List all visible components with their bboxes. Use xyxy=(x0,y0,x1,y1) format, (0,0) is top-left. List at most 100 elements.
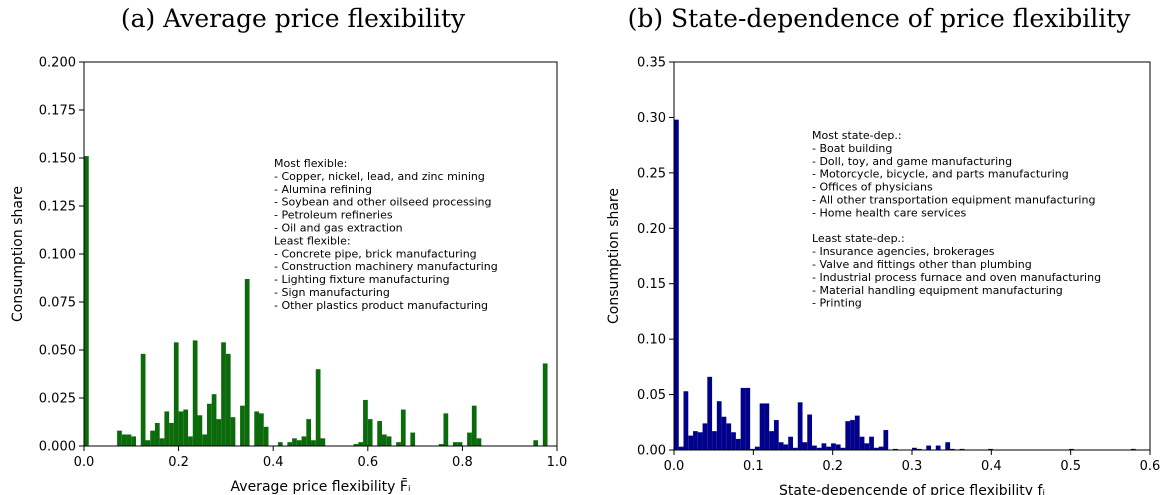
y-tick-label: 0.175 xyxy=(39,104,76,119)
y-tick-label: 0.20 xyxy=(637,222,666,237)
histogram-bar xyxy=(716,401,722,450)
histogram-bar xyxy=(754,446,760,450)
x-tick-label: 0.6 xyxy=(357,455,378,470)
histogram-bar xyxy=(793,447,798,450)
annotation-line: - All other transportation equipment man… xyxy=(812,194,1095,207)
histogram-bar xyxy=(845,421,851,450)
histogram-bar xyxy=(126,434,132,446)
histogram-bar xyxy=(311,440,316,446)
histogram-bar xyxy=(173,342,179,446)
histogram-bar xyxy=(697,432,703,450)
annotation-line: - Oil and gas extraction xyxy=(274,222,403,235)
annotation-line: - Sign manufacturing xyxy=(274,286,390,299)
histogram-bar xyxy=(764,403,770,450)
histogram-bar xyxy=(263,426,269,446)
histogram-bar xyxy=(121,434,127,446)
histogram-bar xyxy=(988,448,993,450)
histogram-bar xyxy=(169,422,174,446)
chart-title-b: (b) State-dependence of price flexibilit… xyxy=(627,4,1131,33)
x-tick-label: 0.2 xyxy=(822,459,843,474)
histogram-bar xyxy=(745,387,751,450)
histogram-bar xyxy=(202,434,207,446)
histogram-bar xyxy=(797,402,803,450)
histogram-bar xyxy=(883,430,889,450)
histogram-bar xyxy=(873,447,879,450)
annotation-block: Most flexible:- Copper, nickel, lead, an… xyxy=(274,157,498,312)
histogram-bar xyxy=(912,447,917,450)
histogram-bar xyxy=(840,447,846,450)
x-tick-label: 0.5 xyxy=(1060,459,1081,474)
histogram-bar xyxy=(363,399,368,446)
histogram-bar xyxy=(400,409,406,446)
annotation-line: - Boat building xyxy=(812,142,892,155)
histogram-bar xyxy=(688,435,694,450)
histogram-bar xyxy=(259,413,264,446)
x-axis-label: State-depencende of price flexibility fᵢ xyxy=(779,483,1045,495)
histogram-bar xyxy=(244,278,250,446)
histogram-bar xyxy=(1130,448,1136,450)
annotation-line: - Home health care services xyxy=(812,206,967,219)
histogram-bar xyxy=(950,448,955,450)
histogram-bar xyxy=(353,444,359,446)
histogram-bar xyxy=(381,434,387,446)
histogram-bar xyxy=(693,431,698,450)
x-axis-label: Average price flexibility F̄ᵢ xyxy=(231,477,411,495)
histogram-bar xyxy=(452,442,458,446)
x-tick-label: 0.1 xyxy=(743,459,764,474)
y-tick-label: 0.150 xyxy=(39,152,76,167)
histogram-bar xyxy=(1069,448,1074,450)
annotation-line: Most state-dep.: xyxy=(812,129,902,142)
histogram-bar xyxy=(735,438,741,450)
histogram-bar xyxy=(674,119,679,451)
y-tick-label: 0.15 xyxy=(637,277,666,292)
histogram-bar xyxy=(869,436,874,450)
bars-group xyxy=(84,156,548,446)
histogram-bar xyxy=(926,445,932,450)
histogram-bar xyxy=(835,444,841,450)
histogram-bar xyxy=(140,353,146,446)
histogram-bar xyxy=(197,415,203,446)
histogram-bar xyxy=(396,442,401,446)
annotation-line: Least flexible: xyxy=(274,234,351,247)
histogram-bar xyxy=(438,444,444,446)
histogram-bar xyxy=(216,419,222,446)
histogram-bar xyxy=(678,446,684,450)
histogram-bar xyxy=(221,342,226,446)
histogram-bar xyxy=(117,430,122,446)
histogram-average-flexibility: 0.0 0.2 0.4 0.6 0.8 1.0 0.000 0.025 0.050 0.075 0.… xyxy=(10,56,567,495)
x-tick-label: 0.0 xyxy=(74,455,95,470)
histogram-bar xyxy=(783,444,789,450)
histogram-bar xyxy=(183,409,189,446)
chart-title-a: (a) Average price flexibility xyxy=(120,4,466,33)
histogram-bar xyxy=(945,442,951,450)
histogram-bar xyxy=(726,423,732,450)
histogram-bar xyxy=(150,430,155,446)
histogram-bar xyxy=(959,448,965,450)
annotation-line: - Insurance agencies, brokerages xyxy=(812,245,995,258)
histogram-bar xyxy=(443,413,449,446)
y-tick-label: 0.35 xyxy=(637,56,666,71)
y-tick-label: 0.05 xyxy=(637,388,666,403)
histogram-bar xyxy=(721,416,727,450)
histogram-bar xyxy=(859,436,865,450)
histogram-bar xyxy=(740,387,746,450)
histogram-bar xyxy=(188,436,193,446)
y-tick-label: 0.000 xyxy=(39,440,76,455)
histogram-bar xyxy=(712,431,717,450)
histogram-bar xyxy=(759,403,765,450)
histogram-bar xyxy=(240,405,245,446)
histogram-bar xyxy=(154,422,160,446)
y-axis-label: Consumption share xyxy=(10,186,26,322)
annotation-line: - Copper, nickel, lead, and zinc mining xyxy=(274,170,485,183)
y-tick-label: 0.00 xyxy=(637,444,666,459)
histogram-bar xyxy=(84,156,89,446)
y-tick-label: 0.125 xyxy=(39,200,76,215)
histogram-bar xyxy=(301,436,307,446)
histogram-bar xyxy=(410,432,416,446)
histogram-bar xyxy=(821,443,827,450)
histogram-bar xyxy=(192,340,198,446)
histogram-bar xyxy=(731,432,736,450)
y-tick-label: 0.050 xyxy=(39,344,76,359)
annotation-line: - Petroleum refineries xyxy=(274,209,393,222)
histogram-bar xyxy=(367,419,373,446)
